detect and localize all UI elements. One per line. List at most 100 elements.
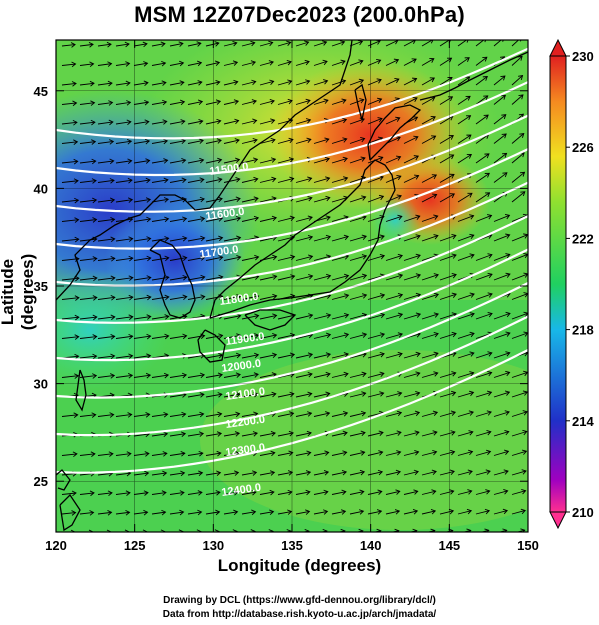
- wind-arrow: [367, 118, 383, 125]
- wind-arrow-head: [179, 80, 185, 86]
- wind-arrow-head: [91, 412, 97, 418]
- wind-arrow: [241, 256, 259, 261]
- wind-arrow: [295, 61, 310, 66]
- wind-arrow: [349, 471, 365, 476]
- wind-arrow: [367, 79, 382, 86]
- wind-arrow: [439, 77, 453, 86]
- wind-arrow: [223, 374, 241, 378]
- wind-arrow: [169, 296, 187, 300]
- wind-arrow: [223, 315, 241, 320]
- wind-arrow-head: [447, 57, 453, 63]
- wind-arrow-head: [163, 197, 170, 203]
- wind-arrow-head: [91, 158, 97, 165]
- wind-arrow-head: [412, 40, 417, 44]
- wind-arrow-head: [325, 215, 331, 221]
- wind-arrow: [421, 96, 435, 105]
- wind-arrow: [349, 157, 366, 164]
- wind-arrow-head: [110, 217, 116, 223]
- wind-arrow: [241, 413, 258, 417]
- wind-arrow: [530, 491, 544, 495]
- wind-arrow: [493, 510, 508, 515]
- wind-arrow: [151, 472, 167, 476]
- wind-arrow-head: [253, 391, 259, 398]
- wind-arrow-head: [413, 135, 419, 141]
- wind-arrow-head: [361, 371, 367, 378]
- wind-arrow-head: [196, 60, 203, 67]
- wind-arrow: [331, 412, 348, 417]
- wind-arrow: [241, 432, 258, 437]
- wind-arrow-head: [234, 118, 240, 125]
- wind-arrow-head: [289, 391, 295, 398]
- wind-arrow-head: [234, 470, 240, 476]
- wind-arrow-head: [500, 94, 507, 100]
- wind-arrow: [187, 393, 204, 398]
- wind-arrow: [187, 120, 203, 125]
- wind-arrow: [151, 140, 168, 144]
- wind-arrow: [475, 470, 491, 476]
- wind-arrow-head: [395, 469, 401, 476]
- wind-arrow: [223, 81, 238, 86]
- wind-arrow: [79, 492, 95, 495]
- wind-arrow: [331, 255, 349, 261]
- wind-arrow-head: [378, 430, 384, 436]
- wind-arrow-head: [341, 117, 348, 124]
- wind-arrow: [259, 197, 277, 203]
- wind-arrow: [61, 160, 78, 164]
- wind-arrow: [241, 100, 257, 105]
- wind-arrow-head: [503, 489, 509, 495]
- wind-arrow-head: [71, 510, 77, 516]
- wind-arrow-head: [433, 331, 439, 338]
- wind-arrow: [151, 433, 168, 437]
- wind-arrow-head: [272, 293, 278, 300]
- wind-arrow-head: [268, 60, 274, 66]
- wind-arrow: [133, 296, 151, 300]
- wind-arrow: [115, 82, 131, 86]
- wind-arrow: [187, 178, 204, 183]
- wind-arrow: [403, 313, 421, 320]
- wind-arrow: [277, 158, 294, 164]
- wind-arrow-head: [126, 138, 133, 145]
- wind-arrow: [241, 178, 258, 183]
- wind-arrow: [385, 255, 403, 261]
- wind-arrow: [349, 314, 367, 320]
- wind-arrow: [385, 156, 401, 164]
- wind-arrow-head: [325, 234, 332, 241]
- wind-arrow-head: [361, 234, 367, 240]
- wind-arrow-head: [505, 331, 511, 337]
- wind-arrow-head: [323, 98, 329, 104]
- wind-arrow-head: [217, 196, 223, 203]
- wind-arrow: [439, 392, 456, 398]
- wind-arrow-head: [361, 391, 367, 397]
- wind-arrow: [493, 431, 509, 437]
- wind-arrow-head: [74, 373, 80, 379]
- wind-arrow: [349, 353, 367, 359]
- wind-arrow-head: [251, 99, 257, 105]
- wind-arrow: [313, 491, 328, 495]
- wind-arrow-head: [217, 216, 224, 222]
- wind-arrow: [385, 431, 402, 437]
- colorbar-label: 226: [572, 140, 594, 155]
- wind-arrow: [133, 277, 151, 281]
- wind-arrow: [421, 372, 438, 378]
- credit-line-1: Drawing by DCL (https://www.gfd-dennou.o…: [163, 595, 436, 606]
- wind-arrow-head: [236, 333, 242, 339]
- wind-arrow: [169, 374, 187, 378]
- wind-arrow: [511, 510, 526, 515]
- wind-arrow-head: [232, 41, 238, 47]
- wind-arrow: [475, 95, 488, 105]
- wind-arrow: [259, 119, 275, 125]
- wind-arrow: [475, 192, 490, 203]
- wind-arrow-head: [521, 488, 527, 495]
- wind-arrow: [403, 215, 420, 222]
- wind-arrow: [223, 100, 239, 105]
- wind-arrow-head: [415, 253, 421, 260]
- wind-arrow: [79, 336, 97, 339]
- wind-arrow-head: [451, 331, 457, 338]
- wind-arrow: [133, 199, 151, 203]
- wind-arrow-head: [128, 236, 134, 242]
- wind-arrow: [97, 63, 112, 66]
- wind-arrow-head: [451, 292, 457, 298]
- wind-arrow-head: [379, 391, 385, 397]
- colorbar-label: 214: [572, 414, 594, 429]
- wind-arrow: [511, 450, 527, 456]
